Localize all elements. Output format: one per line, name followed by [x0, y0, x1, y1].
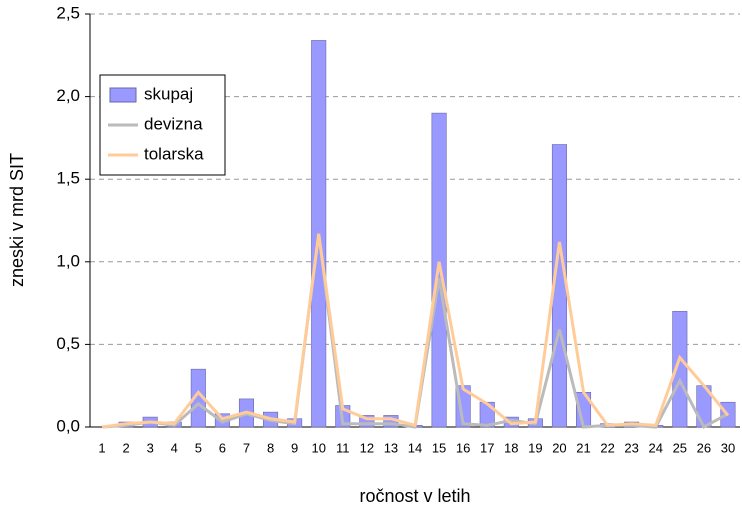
x-tick-label: 3: [147, 440, 154, 455]
legend-label: skupaj: [144, 84, 193, 103]
x-tick-label: 30: [721, 440, 735, 455]
x-tick-label: 6: [219, 440, 226, 455]
x-tick-label: 16: [456, 440, 470, 455]
x-tick-label: 10: [311, 440, 325, 455]
x-tick-label: 11: [336, 440, 350, 455]
y-tick-label: 2,5: [56, 3, 80, 22]
x-tick-label: 2: [122, 440, 129, 455]
x-tick-label: 1: [98, 440, 105, 455]
x-axis-title: ročnost v letih: [359, 486, 470, 506]
x-tick-label: 15: [432, 440, 446, 455]
y-tick-label: 0,5: [56, 334, 80, 353]
bar: [672, 311, 688, 428]
x-tick-label: 22: [600, 440, 614, 455]
x-tick-label: 24: [649, 440, 663, 455]
x-tick-label: 14: [408, 440, 422, 455]
y-axis-title: zneski v mrd SIT: [7, 153, 27, 287]
x-tick-label: 12: [360, 440, 374, 455]
legend-swatch: [109, 87, 137, 103]
x-tick-label: 18: [504, 440, 518, 455]
x-tick-label: 8: [267, 440, 274, 455]
x-tick-label: 26: [697, 440, 711, 455]
y-tick-label: 2,0: [56, 86, 80, 105]
legend-label: tolarska: [144, 144, 204, 163]
x-tick-label: 23: [624, 440, 638, 455]
x-tick-label: 13: [384, 440, 398, 455]
legend-label: devizna: [144, 114, 203, 133]
y-tick-label: 0,0: [56, 416, 80, 435]
x-tick-label: 20: [552, 440, 566, 455]
x-tick-label: 19: [528, 440, 542, 455]
x-tick-label: 4: [171, 440, 178, 455]
bar: [359, 415, 375, 428]
x-tick-label: 25: [673, 440, 687, 455]
x-tick-label: 5: [195, 440, 202, 455]
x-tick-label: 17: [480, 440, 494, 455]
y-tick-label: 1,5: [56, 169, 80, 188]
x-tick-label: 21: [576, 440, 590, 455]
x-tick-label: 9: [291, 440, 298, 455]
line: [101, 233, 730, 429]
x-tick-label: 7: [243, 440, 250, 455]
y-tick-label: 1,0: [56, 251, 80, 270]
